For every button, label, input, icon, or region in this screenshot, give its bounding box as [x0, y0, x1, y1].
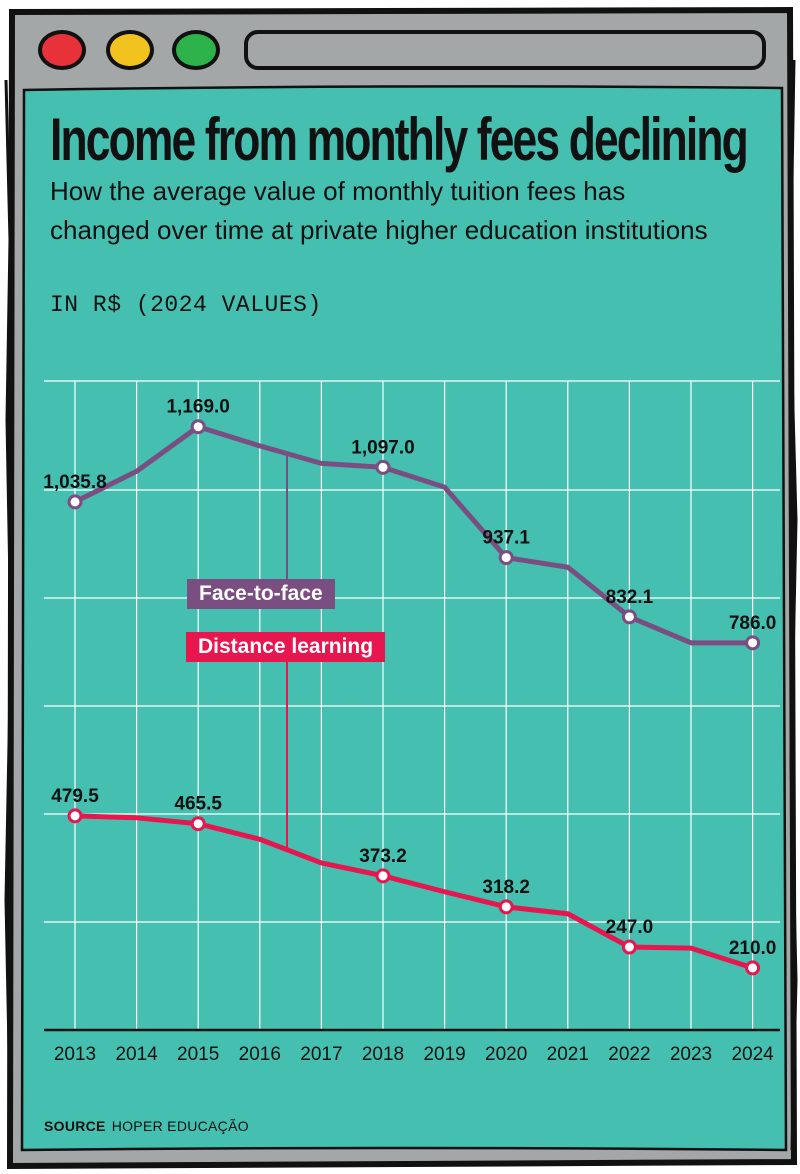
data-point [745, 960, 761, 976]
data-label: 373.2 [359, 846, 407, 867]
data-label: 832.1 [606, 587, 654, 608]
data-label: 1,035.8 [43, 472, 106, 493]
source-note: SOURCE HOPER EDUCAÇÃO [44, 1118, 249, 1134]
data-label: 247.0 [606, 917, 654, 938]
x-tick-label: 2016 [239, 1044, 281, 1065]
series-line-distance-learning [72, 813, 756, 971]
data-label: 786.0 [729, 613, 777, 634]
window-minimize-button[interactable] [106, 30, 154, 70]
data-point [375, 459, 391, 475]
series-lines [72, 424, 756, 971]
data-point [190, 419, 206, 435]
series-line-face-to-face [72, 424, 756, 646]
x-tick-label: 2022 [608, 1044, 650, 1065]
data-point [621, 939, 637, 955]
data-point [498, 899, 514, 915]
window-close-button[interactable] [38, 30, 86, 70]
data-point [67, 808, 83, 824]
data-point [190, 816, 206, 832]
data-point [498, 550, 514, 566]
rough-edge-right [788, 59, 798, 1151]
data-points [67, 419, 761, 976]
data-label: 1,169.0 [166, 397, 229, 418]
teal-panel [20, 85, 788, 1152]
x-tick-label: 2024 [731, 1044, 774, 1065]
data-labels: 1,035.8 1,169.0 1,097.0 937.1 832.1 786.0 479.… [43, 397, 776, 959]
data-point [67, 494, 83, 510]
data-point [375, 868, 391, 884]
chart-title: Income from monthly fees declining [50, 106, 749, 173]
data-label: 318.2 [482, 877, 530, 898]
data-point [621, 609, 637, 625]
data-label: 210.0 [729, 938, 777, 959]
data-label: 479.5 [51, 786, 99, 807]
source-label: SOURCE [44, 1118, 106, 1134]
data-label: 1,097.0 [351, 437, 414, 458]
grid [44, 380, 780, 1032]
data-label: 465.5 [174, 794, 222, 815]
legend-face-to-face: Face-to-face [187, 579, 335, 609]
data-point [745, 635, 761, 651]
x-tick-label: 2021 [547, 1044, 589, 1065]
data-label: 937.1 [482, 528, 530, 549]
address-bar[interactable] [244, 30, 766, 70]
legend-distance-learning: Distance learning [186, 632, 386, 662]
unit-label: IN R$ (2024 VALUES) [50, 292, 322, 318]
x-tick-label: 2013 [54, 1044, 96, 1065]
x-tick-label: 2018 [362, 1044, 404, 1065]
x-tick-label: 2017 [300, 1044, 342, 1065]
chart-subtitle: How the average value of monthly tuition… [50, 176, 708, 245]
x-tick-label: 2019 [423, 1044, 465, 1065]
x-tick-label: 2020 [485, 1044, 527, 1065]
x-axis-ticks: 2013 2014 2015 2016 2017 2018 2019 2020 2021 2022… [54, 1044, 774, 1065]
window-maximize-button[interactable] [172, 30, 220, 70]
x-tick-label: 2023 [670, 1044, 712, 1065]
source-value: HOPER EDUCAÇÃO [111, 1118, 249, 1134]
x-tick-label: 2015 [177, 1044, 219, 1065]
rough-edge [4, 79, 13, 1101]
line-chart: 1,035.8 1,169.0 1,097.0 937.1 832.1 786.0 479.… [43, 380, 780, 1065]
x-tick-label: 2014 [115, 1044, 158, 1065]
